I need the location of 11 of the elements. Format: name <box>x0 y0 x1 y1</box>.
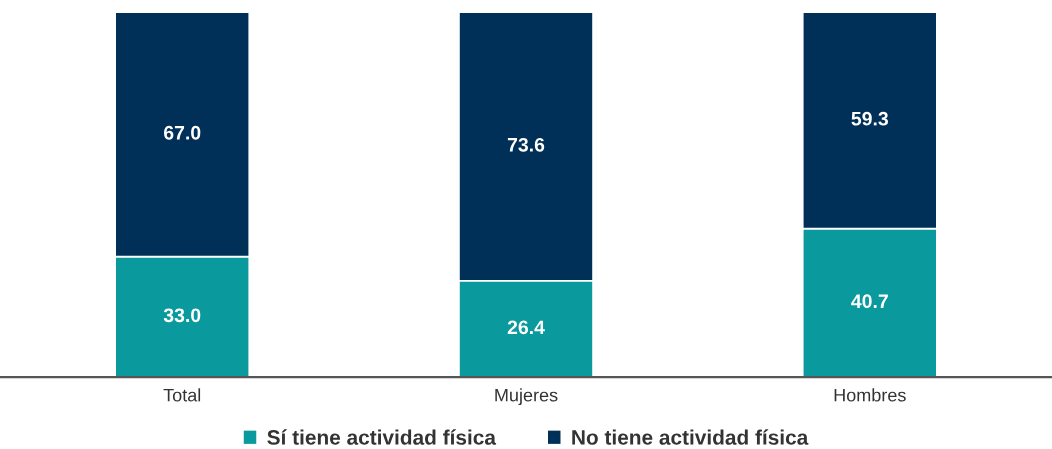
legend-label: No tiene actividad física <box>572 429 809 445</box>
data-label: 59.3 <box>851 111 889 126</box>
data-label: 67.0 <box>164 125 201 140</box>
x-tick-label: Hombres <box>834 388 906 402</box>
data-label: 26.4 <box>507 320 545 335</box>
data-label: 33.0 <box>163 308 201 323</box>
legend-label: Sí tiene actividad física <box>267 429 497 445</box>
data-label: 73.6 <box>507 137 545 152</box>
data-label: 40.7 <box>851 294 888 309</box>
x-tick-label: Mujeres <box>495 388 558 406</box>
x-tick-label: Total <box>163 388 201 402</box>
